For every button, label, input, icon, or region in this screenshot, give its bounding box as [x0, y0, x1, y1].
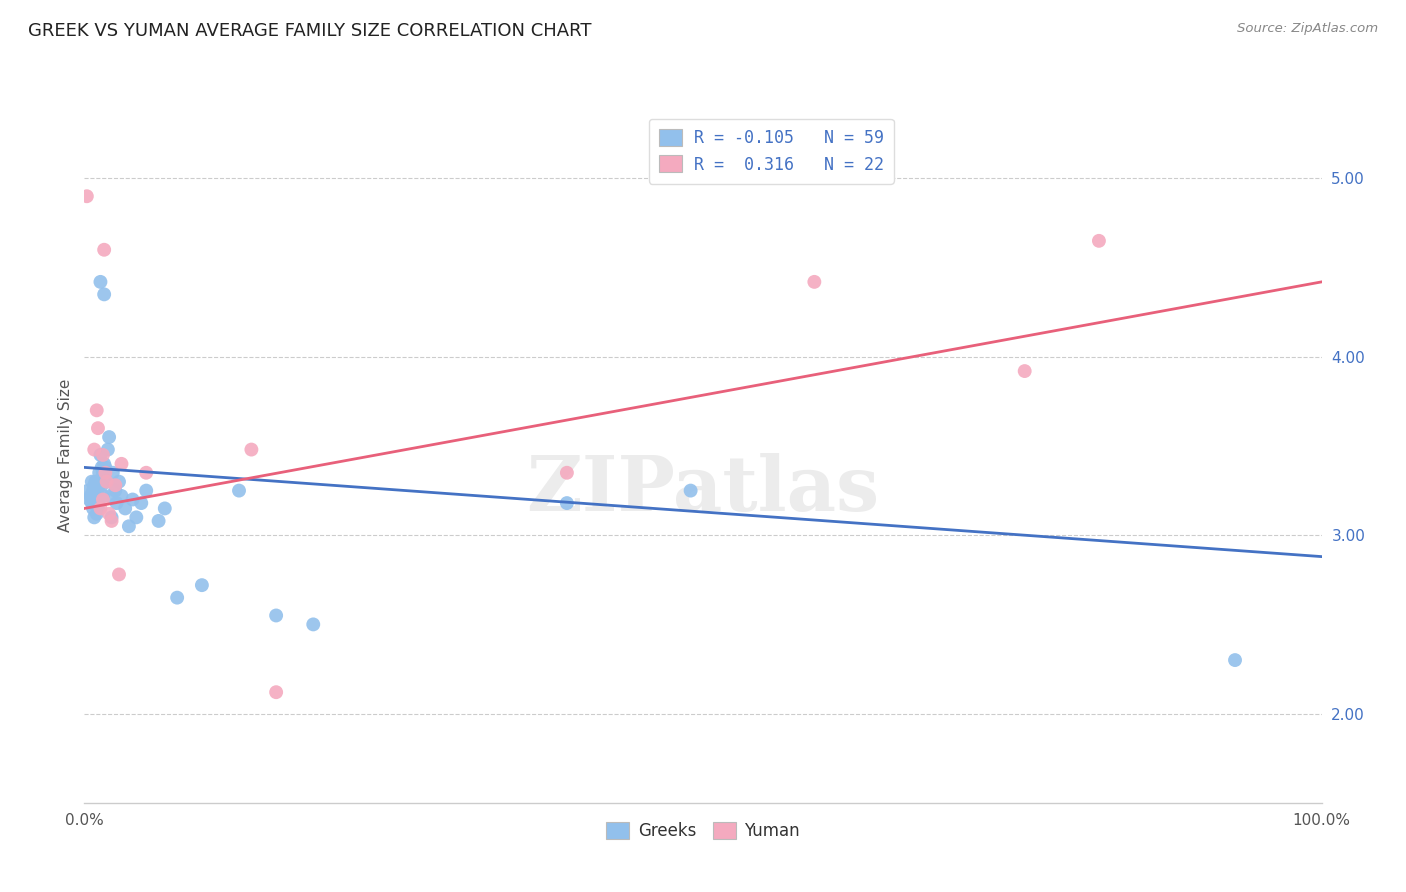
Point	[98, 507, 121, 521]
Point	[1088, 234, 1111, 248]
Point	[104, 478, 127, 492]
Point	[125, 510, 148, 524]
Point	[121, 492, 143, 507]
Point	[94, 460, 117, 475]
Point	[1014, 364, 1036, 378]
Point	[240, 442, 263, 457]
Point	[89, 492, 111, 507]
Point	[100, 510, 122, 524]
Point	[93, 243, 115, 257]
Point	[86, 483, 108, 498]
Point	[191, 578, 214, 592]
Text: ZIPatlas: ZIPatlas	[526, 453, 880, 526]
Point	[105, 496, 128, 510]
Point	[166, 591, 188, 605]
Y-axis label: Average Family Size: Average Family Size	[58, 378, 73, 532]
Point	[104, 483, 127, 498]
Point	[101, 466, 124, 480]
Point	[93, 457, 115, 471]
Point	[118, 519, 141, 533]
Point	[98, 489, 121, 503]
Point	[264, 608, 287, 623]
Point	[98, 430, 121, 444]
Point	[89, 478, 111, 492]
Point	[302, 617, 325, 632]
Point	[803, 275, 825, 289]
Point	[110, 457, 132, 471]
Point	[135, 466, 157, 480]
Point	[91, 466, 114, 480]
Point	[86, 507, 108, 521]
Point	[100, 514, 122, 528]
Point	[90, 478, 112, 492]
Point	[83, 492, 105, 507]
Point	[83, 510, 105, 524]
Point	[89, 466, 111, 480]
Legend: Greeks, Yuman: Greeks, Yuman	[599, 815, 807, 847]
Point	[80, 496, 103, 510]
Point	[79, 492, 101, 507]
Point	[108, 567, 131, 582]
Point	[91, 448, 114, 462]
Point	[108, 475, 131, 489]
Point	[94, 466, 117, 480]
Point	[91, 492, 114, 507]
Point	[84, 496, 107, 510]
Point	[76, 189, 98, 203]
Point	[84, 489, 107, 503]
Text: Source: ZipAtlas.com: Source: ZipAtlas.com	[1237, 22, 1378, 36]
Point	[555, 496, 578, 510]
Point	[153, 501, 176, 516]
Text: GREEK VS YUMAN AVERAGE FAMILY SIZE CORRELATION CHART: GREEK VS YUMAN AVERAGE FAMILY SIZE CORRE…	[28, 22, 592, 40]
Point	[84, 475, 107, 489]
Point	[129, 496, 152, 510]
Point	[135, 483, 157, 498]
Point	[110, 489, 132, 503]
Point	[264, 685, 287, 699]
Point	[91, 489, 114, 503]
Point	[77, 483, 100, 498]
Point	[679, 483, 702, 498]
Point	[86, 492, 108, 507]
Point	[97, 442, 120, 457]
Point	[96, 475, 118, 489]
Point	[1223, 653, 1246, 667]
Point	[83, 442, 105, 457]
Point	[79, 489, 101, 503]
Point	[555, 466, 578, 480]
Point	[89, 448, 111, 462]
Point	[89, 275, 111, 289]
Point	[87, 421, 110, 435]
Point	[80, 475, 103, 489]
Point	[87, 496, 110, 510]
Point	[82, 483, 104, 498]
Point	[228, 483, 250, 498]
Point	[86, 403, 108, 417]
Point	[114, 501, 136, 516]
Point	[82, 492, 104, 507]
Point	[83, 478, 105, 492]
Point	[90, 460, 112, 475]
Point	[87, 501, 110, 516]
Point	[86, 475, 108, 489]
Point	[82, 501, 104, 516]
Point	[93, 287, 115, 301]
Point	[87, 489, 110, 503]
Point	[148, 514, 170, 528]
Point	[96, 475, 118, 489]
Point	[89, 501, 111, 516]
